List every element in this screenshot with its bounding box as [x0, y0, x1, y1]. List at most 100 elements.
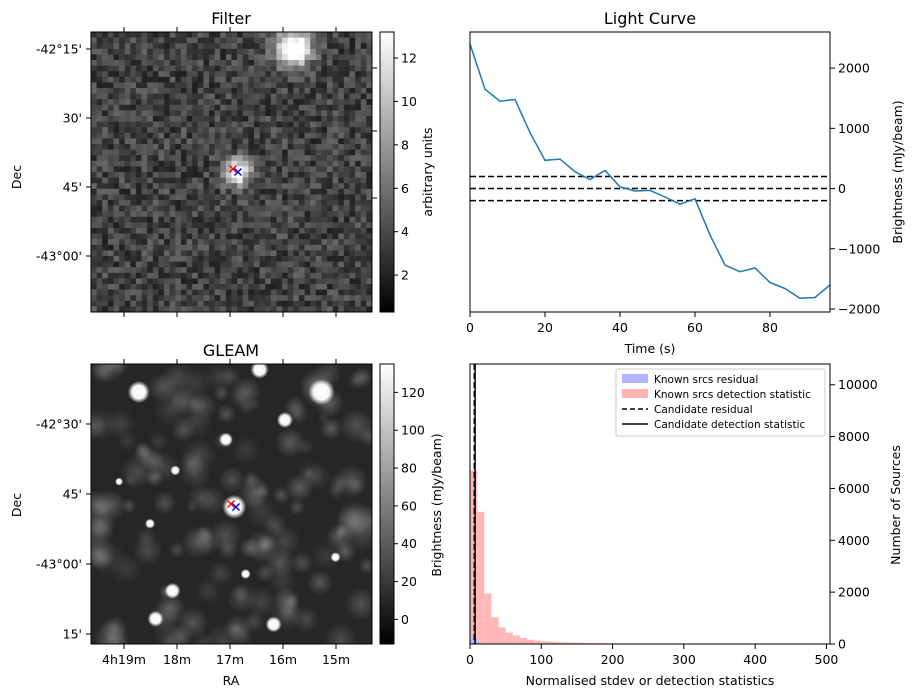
histogram-xticks: 0 100 200 300 400 500 [466, 644, 838, 667]
colorbar-tick-label: 0 [401, 612, 409, 627]
legend-label-candidate-residual: Candidate residual [654, 404, 753, 416]
filter-ytick-label: 30' [63, 111, 82, 126]
gleam-xtick-label: 15m [322, 652, 350, 667]
histogram-yticks: 0 2000 4000 6000 8000 10000 [830, 377, 878, 652]
filter-colorbar-label: arbitrary units [420, 127, 435, 216]
light-curve-frame [469, 31, 831, 313]
gleam-xtick-label: 17m [216, 652, 244, 667]
gleam-markers [227, 500, 240, 511]
bar-known-detection [477, 511, 485, 644]
histogram-ytick-label: 0 [838, 637, 846, 652]
light-curve-ytick-label: 2000 [838, 61, 870, 76]
histogram-xtick-label: 300 [672, 652, 696, 667]
histogram-ytick-label: 6000 [838, 481, 870, 496]
bar-known-detection [555, 642, 563, 644]
bar-known-detection [512, 635, 520, 644]
colorbar-tick-label: 100 [401, 423, 425, 438]
bar-known-residual [471, 636, 473, 644]
bar-known-residual [475, 638, 478, 644]
filter-ylabel: Dec [9, 165, 24, 189]
bar-known-detection [534, 640, 542, 644]
filter-ytick-label: 45' [63, 180, 82, 195]
legend-swatch-known-detection [622, 389, 648, 398]
colorbar-tick-label: 6 [401, 181, 409, 196]
histogram-xtick-label: 400 [743, 652, 767, 667]
histogram-xlabel: Normalised stdev or detection statistics [526, 673, 775, 688]
light-curve-xtick-label: 20 [537, 320, 553, 335]
bar-known-detection [548, 641, 556, 644]
gleam-colorbar: 0 20 40 60 80 100 120 [379, 363, 425, 645]
histogram-candidate-lines [473, 364, 476, 644]
light-curve-bg [470, 32, 830, 312]
bar-known-detection [505, 632, 513, 644]
gleam-xtick-label: 18m [163, 652, 191, 667]
colorbar-tick-label: 10 [401, 94, 417, 109]
colorbar-gradient [379, 31, 395, 313]
marker-x [227, 500, 235, 508]
gleam-ytick-label: 45' [63, 487, 82, 502]
filter-ytick-label: -42°15' [36, 42, 82, 57]
light-curve-xlabel: Time (s) [624, 341, 676, 356]
gleam-colorbar-label: Brightness (mJy/beam) [429, 433, 444, 576]
histogram-ylabel: Number of Sources [888, 445, 903, 565]
gleam-yticks: -42°30' 45' -43°00' 15' [36, 417, 91, 642]
histogram-legend: Known srcs residual Known srcs detection… [615, 368, 826, 437]
bar-known-detection [576, 642, 585, 644]
histogram-ytick-label: 8000 [838, 429, 870, 444]
histogram-ytick-label: 10000 [838, 377, 878, 392]
bar-known-residual [478, 642, 480, 644]
bar-known-detection [484, 593, 492, 644]
colorbar-tick-label: 40 [401, 536, 417, 551]
light-curve-ytick-label: 0 [838, 181, 846, 196]
bar-known-detection [562, 642, 570, 644]
bar-known-detection [519, 638, 528, 644]
light-curve-ytick-label: 1000 [838, 121, 870, 136]
light-curve-xtick-label: 80 [762, 320, 778, 335]
colorbar-tick-label: 80 [401, 461, 417, 476]
filter-image [91, 32, 373, 313]
filter-frame-ticks [123, 27, 377, 317]
gleam-panel: GLEAM Dec -42°30' 45' -43°00' 15' 4h19m 18m 1… [9, 341, 444, 688]
gleam-ylabel: Dec [9, 493, 24, 517]
light-curve-xtick-label: 60 [687, 320, 703, 335]
bar-known-residual [470, 640, 472, 644]
bar-known-detection [491, 617, 499, 644]
legend-label-candidate-detection: Candidate detection statistic [654, 419, 806, 431]
colorbar-tick-label: 12 [401, 51, 417, 66]
gleam-xtick-label: 4h19m [102, 652, 146, 667]
legend-label-known-detection: Known srcs detection statistic [654, 389, 811, 401]
gleam-frame [90, 363, 373, 645]
gleam-image [91, 364, 372, 644]
colorbar-tick-label: 2 [401, 268, 409, 283]
histogram-xtick-label: 0 [466, 652, 474, 667]
light-curve-ytick-label: −2000 [838, 301, 880, 316]
colorbar-gradient [379, 363, 395, 645]
gleam-title: GLEAM [203, 341, 259, 360]
colorbar-tick-label: 60 [401, 498, 417, 513]
gleam-xlabel: RA [223, 673, 240, 688]
marker-x [229, 165, 237, 173]
legend-swatch-known-residual [622, 374, 648, 383]
histogram-xtick-label: 500 [815, 652, 839, 667]
gleam-ytick-label: -43°00' [36, 557, 82, 572]
filter-colorbar: 2 4 6 8 10 12 [379, 31, 417, 313]
light-curve-title: Light Curve [604, 9, 696, 28]
bar-known-detection [541, 641, 549, 644]
bar-known-detection [527, 639, 535, 644]
filter-frame [90, 31, 373, 313]
histogram-ytick-label: 4000 [838, 533, 870, 548]
light-curve-yticks: −2000 −1000 0 1000 2000 [830, 61, 880, 316]
light-curve-hlines [470, 175, 830, 202]
colorbar-tick-label: 120 [401, 385, 425, 400]
filter-panel: Filter Dec -42°15' 30' 45' -43°00' 2 4 6 8 10 12… [9, 9, 435, 317]
gleam-xtick-label: 16m [269, 652, 297, 667]
gleam-ytick-label: -42°30' [36, 417, 82, 432]
light-curve-xtick-label: 0 [466, 320, 474, 335]
bar-known-residual [477, 641, 479, 644]
marker-x [234, 168, 242, 176]
light-curve-xtick-label: 40 [612, 320, 628, 335]
colorbar-tick-label: 20 [401, 574, 417, 589]
gleam-xticks: 4h19m 18m 17m 16m 15m [102, 359, 350, 667]
histogram-xtick-label: 200 [601, 652, 625, 667]
light-curve-xticks: 0 20 40 60 80 [466, 312, 778, 335]
